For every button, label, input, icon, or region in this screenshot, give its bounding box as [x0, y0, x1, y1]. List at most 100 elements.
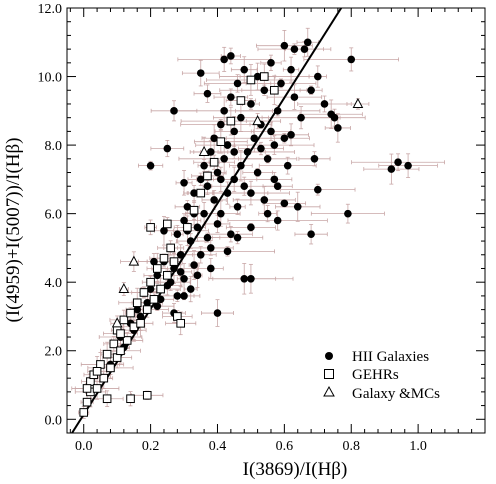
data-point-galaxy-mc	[118, 282, 130, 294]
data-point-hii-galaxy	[183, 202, 192, 211]
x-axis-title: I(3869)/I(Hβ)	[243, 459, 348, 480]
y-tick-label: 8.0	[45, 139, 63, 154]
data-point-gehr	[116, 329, 125, 338]
data-point-hii-galaxy	[267, 59, 275, 67]
data-point-gehr	[92, 367, 102, 376]
data-point-gehr	[109, 339, 119, 349]
data-point-hii-galaxy	[213, 220, 222, 228]
data-point-hii-galaxy	[180, 292, 188, 300]
data-point-hii-galaxy	[307, 230, 315, 239]
data-point-gehr	[102, 394, 112, 404]
data-point-gehr	[116, 346, 125, 356]
data-point-hii-galaxy	[287, 131, 295, 139]
data-point-hii-galaxy	[267, 127, 275, 136]
data-point-hii-galaxy	[277, 79, 285, 88]
data-point-gehr	[82, 384, 92, 393]
data-point-gehr	[126, 394, 135, 404]
data-point-gehr	[226, 116, 236, 126]
data-point-hii-galaxy	[280, 134, 289, 143]
data-point-gehr	[189, 205, 199, 215]
data-point-hii-galaxy	[146, 285, 155, 293]
data-point-gehr	[92, 384, 102, 393]
data-point-hii-galaxy	[287, 65, 295, 74]
data-point-hii-galaxy	[217, 209, 225, 218]
data-point-hii-galaxy	[404, 161, 412, 170]
data-point-hii-galaxy	[186, 237, 195, 245]
data-point-hii-galaxy	[213, 168, 222, 177]
data-point-hii-galaxy	[227, 52, 235, 60]
data-point-gehr	[236, 96, 246, 105]
data-point-hii-galaxy	[217, 175, 225, 184]
data-point-hii-galaxy	[136, 312, 145, 321]
data-point-gehr	[216, 137, 226, 146]
data-point-gehr	[209, 157, 219, 167]
data-point-gehr	[156, 284, 165, 294]
data-point-hii-galaxy	[307, 86, 315, 95]
data-point-hii-galaxy	[290, 45, 299, 53]
data-point-hii-galaxy	[303, 38, 312, 47]
data-point-hii-galaxy	[253, 72, 262, 81]
data-point-gehr	[176, 319, 185, 328]
data-point-hii-galaxy	[240, 182, 249, 191]
data-point-hii-galaxy	[243, 148, 252, 156]
data-point-hii-galaxy	[280, 199, 289, 208]
data-point-hii-galaxy	[263, 209, 272, 218]
data-point-hii-galaxy	[230, 127, 238, 136]
data-point-hii-galaxy	[387, 165, 396, 173]
x-tick-label: 0.4	[209, 439, 227, 454]
data-point-hii-galaxy	[176, 268, 185, 276]
data-point-gehr	[270, 85, 279, 95]
data-point-hii-galaxy	[190, 261, 198, 269]
data-point-gehr	[159, 253, 169, 263]
data-point-hii-galaxy	[344, 209, 352, 218]
data-point-hii-galaxy	[203, 182, 212, 191]
axes	[66, 7, 486, 434]
data-point-gehr	[132, 298, 142, 308]
data-point-hii-galaxy	[170, 264, 178, 273]
data-point-gehr	[163, 219, 172, 229]
y-tick-label: 2.0	[45, 345, 63, 360]
data-point-hii-galaxy	[240, 65, 249, 74]
data-point-gehr	[183, 223, 192, 232]
data-point-hii-galaxy	[247, 100, 255, 108]
data-point-hii-galaxy	[200, 209, 208, 218]
data-point-hii-galaxy	[237, 161, 245, 170]
data-point-hii-galaxy	[193, 223, 202, 232]
x-tick-label: 0.8	[342, 439, 360, 454]
data-point-hii-galaxy	[150, 257, 158, 266]
x-tick-label: 0.2	[142, 439, 160, 454]
data-point-gehr	[142, 390, 152, 400]
data-point-hii-galaxy	[273, 216, 282, 225]
y-axis-title: (I(4959)+I(5007))/I(Hβ)	[3, 138, 24, 323]
data-point-gehr	[203, 171, 212, 181]
data-point-hii-galaxy	[223, 247, 232, 256]
data-point-galaxy-mc	[128, 255, 140, 266]
data-point-gehr	[106, 363, 115, 373]
data-point-hii-galaxy	[247, 189, 255, 197]
data-point-hii-galaxy	[227, 93, 235, 101]
data-point-hii-galaxy	[347, 55, 356, 64]
data-point-galaxy-mc	[252, 115, 263, 126]
data-point-hii-galaxy	[190, 189, 198, 197]
data-point-gehr	[102, 349, 112, 359]
data-point-gehr	[169, 257, 179, 266]
data-point-hii-galaxy	[260, 196, 269, 204]
data-point-hii-galaxy	[203, 233, 212, 242]
data-point-hii-galaxy	[290, 93, 299, 101]
y-tick-label: 4.0	[45, 276, 63, 291]
data-point-hii-galaxy	[247, 274, 255, 283]
data-point-gehr	[142, 305, 152, 314]
data-point-hii-galaxy	[237, 113, 245, 122]
data-point-hii-galaxy	[186, 285, 195, 293]
data-point-gehr	[126, 308, 135, 318]
data-point-gehr	[246, 75, 256, 85]
data-point-hii-galaxy	[200, 161, 208, 170]
data-point-gehr	[163, 271, 172, 280]
data-point-hii-galaxy	[273, 182, 282, 191]
legend-label-galaxy-mcs: Galaxy &MCs	[352, 386, 440, 402]
data-point-hii-galaxy	[180, 274, 188, 283]
data-point-gehr	[139, 288, 149, 297]
y-tick-label: 12.0	[38, 2, 63, 17]
data-point-hii-galaxy	[196, 69, 205, 77]
